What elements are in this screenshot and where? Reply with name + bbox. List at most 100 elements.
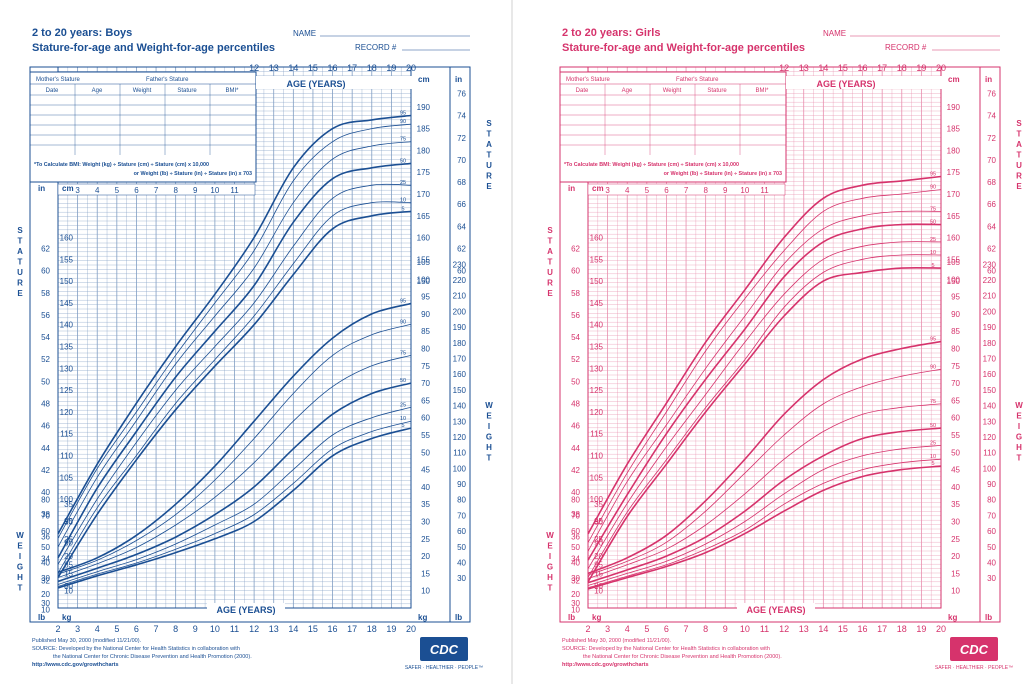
bottom-age-tick-label: 20 xyxy=(406,624,416,634)
weight-vertical-label-right: E xyxy=(486,412,492,421)
weight-kg-tick-label: 25 xyxy=(594,535,603,544)
weight-kg-tick-label-right: 75 xyxy=(421,362,430,371)
stature-vertical-label-right: T xyxy=(487,151,492,160)
mid-age-tick-label: 4 xyxy=(95,186,100,195)
weight-lb-tick-label-right: 150 xyxy=(983,386,997,395)
weight-lb-tick-label: 40 xyxy=(571,559,580,568)
top-age-tick-label: 12 xyxy=(779,63,789,73)
stature-percentile-label: 90 xyxy=(400,119,406,125)
stature-vertical-label-right: U xyxy=(1016,161,1022,170)
weight-kg-tick-label-right: 70 xyxy=(951,379,960,388)
lb-unit-left: lb xyxy=(568,613,575,622)
mid-age-tick-label: 7 xyxy=(154,186,159,195)
weight-vertical-label-right: E xyxy=(1016,412,1022,421)
weight-lb-tick-label: 70 xyxy=(571,511,580,520)
stature-vertical-label-right: R xyxy=(1016,172,1022,181)
mid-age-tick-label: 8 xyxy=(703,186,708,195)
name-label: NAME xyxy=(293,29,316,38)
bottom-age-tick-label: 11 xyxy=(760,624,769,634)
weight-percentile-75-line xyxy=(587,403,942,579)
weight-kg-tick-label: 20 xyxy=(594,552,603,561)
weight-lb-tick-label-right: 170 xyxy=(983,354,997,363)
weight-percentile-90-line xyxy=(57,323,412,575)
stature-cm-tick-label: 95 xyxy=(594,517,603,526)
weight-lb-tick-label-right: 190 xyxy=(983,323,997,332)
weight-percentile-90-line xyxy=(587,368,942,576)
weight-kg-tick-label-right: 35 xyxy=(421,500,430,509)
bottom-age-tick-label: 18 xyxy=(367,624,377,634)
stature-cm-tick-label: 125 xyxy=(590,386,604,395)
top-age-tick-label: 20 xyxy=(936,63,946,73)
weight-percentile-label: 10 xyxy=(400,416,406,422)
stature-cm-tick-label-right: 170 xyxy=(947,190,961,199)
stature-percentile-label: 75 xyxy=(400,137,406,143)
weight-percentile-label: 95 xyxy=(930,337,936,343)
weight-lb-tick-label-right: 230 xyxy=(453,260,467,269)
weight-lb-tick-label-right: 60 xyxy=(457,527,466,536)
stature-cm-tick-label-right: 185 xyxy=(947,125,961,134)
bottom-age-tick-label: 9 xyxy=(723,624,728,634)
stature-percentile-95-line xyxy=(57,114,412,535)
cm-unit-left: cm xyxy=(592,184,604,193)
weight-lb-tick-label: 10 xyxy=(571,606,580,615)
stature-vertical-label-left: R xyxy=(17,279,23,288)
stature-in-tick-label: 38 xyxy=(41,510,50,519)
stature-percentile-label: 25 xyxy=(930,237,936,243)
weight-kg-tick-label-right: 90 xyxy=(951,310,960,319)
weight-percentile-label: 10 xyxy=(930,454,936,460)
weight-kg-tick-label-right: 45 xyxy=(421,466,430,475)
bmi-note-1: *To Calculate BMI: Weight (kg) ÷ Stature… xyxy=(34,162,209,168)
weight-percentile-5-line xyxy=(587,465,942,590)
stature-in-tick-label: 58 xyxy=(571,289,580,298)
weight-percentile-95-line xyxy=(57,302,412,574)
stature-in-tick-label-right: 64 xyxy=(987,222,996,231)
info-column-header: Date xyxy=(576,88,589,94)
cm-unit-right: cm xyxy=(418,75,430,84)
lb-unit-right: lb xyxy=(985,613,992,622)
stature-percentile-label: 5 xyxy=(931,263,934,269)
weight-lb-tick-label-right: 140 xyxy=(983,402,997,411)
cm-unit-right: cm xyxy=(948,75,960,84)
top-age-tick-label: 16 xyxy=(858,63,868,73)
weight-percentile-label: 95 xyxy=(400,299,406,305)
stature-percentile-label: 95 xyxy=(400,111,406,117)
stature-in-tick-label: 30 xyxy=(41,599,50,608)
weight-kg-tick-label-right: 10 xyxy=(421,587,430,596)
weight-lb-tick-label-right: 130 xyxy=(983,417,997,426)
stature-vertical-label-right: T xyxy=(1017,130,1022,139)
weight-percentile-label: 50 xyxy=(400,378,406,384)
stature-in-tick-label-right: 60 xyxy=(457,267,466,276)
weight-lb-tick-label-right: 80 xyxy=(457,496,466,505)
lb-unit-right: lb xyxy=(455,613,462,622)
weight-vertical-label-left: W xyxy=(546,531,554,540)
stature-cm-tick-label: 115 xyxy=(60,430,73,439)
top-age-tick-label: 19 xyxy=(916,63,926,73)
stature-vertical-label-right: A xyxy=(1016,140,1022,149)
age-label-backdrop xyxy=(207,603,285,615)
weight-lb-tick-label-right: 200 xyxy=(453,307,467,316)
bottom-age-tick-label: 8 xyxy=(173,624,178,634)
stature-cm-tick-label: 160 xyxy=(60,234,74,243)
record-label: RECORD # xyxy=(885,43,927,52)
weight-lb-tick-label-right: 90 xyxy=(987,480,996,489)
stature-cm-tick-label: 145 xyxy=(590,299,604,308)
mid-age-tick-label: 10 xyxy=(740,186,749,195)
chart-subtitle: Stature-for-age and Weight-for-age perce… xyxy=(32,42,275,54)
weight-lb-tick-label-right: 70 xyxy=(457,511,466,520)
top-age-tick-label: 19 xyxy=(386,63,396,73)
weight-lb-tick-label-right: 210 xyxy=(983,292,997,301)
weight-vertical-label-left: I xyxy=(19,552,21,561)
weight-vertical-label-left: W xyxy=(16,531,24,540)
weight-percentile-label: 5 xyxy=(931,461,934,467)
stature-in-tick-label: 58 xyxy=(41,289,50,298)
stature-cm-tick-label-right: 160 xyxy=(947,234,961,243)
stature-cm-tick-label: 120 xyxy=(60,408,74,417)
weight-percentile-25-line xyxy=(57,406,412,585)
stature-in-tick-label: 44 xyxy=(41,444,50,453)
weight-lb-tick-label-right: 80 xyxy=(987,496,996,505)
info-column-header: BMI* xyxy=(225,88,239,94)
weight-kg-tick-label-right: 30 xyxy=(951,518,960,527)
stature-vertical-label-right: T xyxy=(487,130,492,139)
bottom-age-tick-label: 5 xyxy=(644,624,649,634)
bmi-note-1: *To Calculate BMI: Weight (kg) ÷ Stature… xyxy=(564,162,739,168)
